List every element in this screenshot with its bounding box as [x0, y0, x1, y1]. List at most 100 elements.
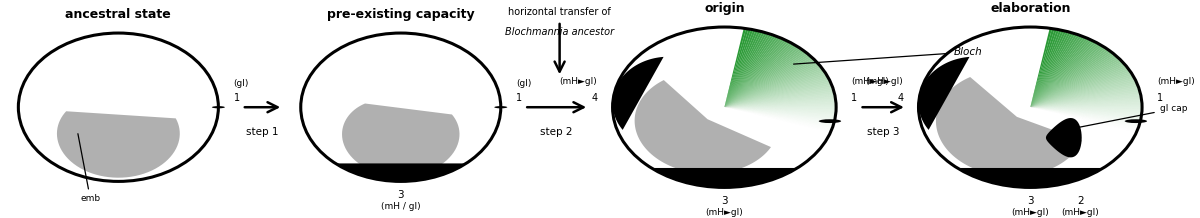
Polygon shape	[1031, 30, 1062, 107]
Text: 3: 3	[1027, 196, 1033, 206]
Polygon shape	[725, 107, 835, 118]
Text: ancestral state: ancestral state	[66, 8, 172, 21]
Polygon shape	[1031, 34, 1080, 107]
Polygon shape	[725, 48, 802, 107]
Text: step 1: step 1	[246, 127, 278, 137]
Text: (mH►gl): (mH►gl)	[865, 77, 904, 86]
Text: gl cap: gl cap	[1078, 104, 1187, 128]
Polygon shape	[725, 34, 772, 107]
Text: 4: 4	[898, 93, 904, 103]
Polygon shape	[725, 83, 832, 107]
Text: 1: 1	[516, 93, 522, 103]
Text: (mH►gl): (mH►gl)	[852, 77, 889, 86]
Text: origin: origin	[704, 2, 745, 15]
Ellipse shape	[18, 33, 218, 181]
Polygon shape	[1031, 99, 1141, 107]
Polygon shape	[1031, 61, 1123, 107]
Polygon shape	[1031, 80, 1136, 107]
Polygon shape	[725, 102, 836, 107]
Polygon shape	[1031, 72, 1132, 107]
Polygon shape	[1031, 107, 1142, 109]
Polygon shape	[1031, 32, 1073, 107]
Polygon shape	[1031, 56, 1117, 107]
Polygon shape	[1031, 33, 1075, 107]
Polygon shape	[337, 164, 464, 181]
Polygon shape	[725, 29, 751, 107]
Polygon shape	[1031, 37, 1086, 107]
Polygon shape	[1031, 47, 1106, 107]
Polygon shape	[1031, 92, 1140, 107]
Polygon shape	[1031, 53, 1115, 107]
Text: pre-existing capacity: pre-existing capacity	[326, 8, 474, 21]
Text: 1: 1	[852, 93, 858, 103]
Polygon shape	[725, 70, 824, 107]
Polygon shape	[1031, 107, 1142, 111]
Polygon shape	[725, 107, 836, 114]
Polygon shape	[725, 34, 774, 107]
Text: 1: 1	[234, 93, 240, 103]
Text: Bloch: Bloch	[793, 47, 983, 64]
Text: 1: 1	[1157, 93, 1164, 103]
Polygon shape	[1031, 107, 1141, 119]
Text: elaboration: elaboration	[990, 2, 1070, 15]
Polygon shape	[725, 51, 805, 107]
Polygon shape	[725, 44, 794, 107]
Polygon shape	[1031, 82, 1136, 107]
Polygon shape	[1031, 90, 1140, 107]
Ellipse shape	[918, 27, 1142, 187]
Polygon shape	[1031, 38, 1088, 107]
Polygon shape	[1031, 57, 1118, 107]
Polygon shape	[1031, 87, 1139, 107]
Polygon shape	[1031, 93, 1141, 107]
Polygon shape	[725, 107, 835, 121]
Polygon shape	[725, 54, 810, 107]
Polygon shape	[725, 66, 821, 107]
Polygon shape	[725, 53, 809, 107]
Polygon shape	[725, 31, 762, 107]
Polygon shape	[725, 87, 833, 107]
Polygon shape	[1031, 45, 1102, 107]
Polygon shape	[725, 107, 836, 109]
Polygon shape	[725, 39, 785, 107]
Circle shape	[494, 106, 508, 108]
Polygon shape	[725, 67, 822, 107]
Polygon shape	[959, 168, 1102, 187]
Text: (gl): (gl)	[516, 79, 532, 88]
Polygon shape	[725, 47, 800, 107]
Polygon shape	[725, 104, 836, 107]
Text: (gl): (gl)	[234, 79, 250, 88]
Polygon shape	[725, 58, 815, 107]
Polygon shape	[725, 29, 754, 107]
Polygon shape	[725, 97, 835, 107]
Polygon shape	[725, 63, 818, 107]
Polygon shape	[1031, 107, 1142, 114]
Circle shape	[1124, 119, 1147, 123]
Text: 3: 3	[397, 191, 404, 200]
Polygon shape	[918, 57, 970, 130]
Polygon shape	[1031, 97, 1141, 107]
Polygon shape	[1031, 78, 1135, 107]
Polygon shape	[1031, 107, 1141, 116]
Text: (mH►gl): (mH►gl)	[559, 77, 598, 86]
Text: emb: emb	[78, 134, 101, 203]
Polygon shape	[725, 107, 836, 111]
Circle shape	[818, 119, 841, 123]
Polygon shape	[725, 82, 830, 107]
Polygon shape	[725, 80, 830, 107]
Polygon shape	[56, 111, 180, 178]
Polygon shape	[725, 73, 827, 107]
Polygon shape	[1031, 70, 1130, 107]
Polygon shape	[725, 90, 834, 107]
Text: (mH / gl): (mH / gl)	[380, 203, 420, 211]
Polygon shape	[725, 75, 828, 107]
Polygon shape	[725, 45, 797, 107]
Polygon shape	[1046, 118, 1081, 157]
Polygon shape	[1031, 73, 1133, 107]
Polygon shape	[1031, 48, 1108, 107]
Polygon shape	[725, 64, 820, 107]
Polygon shape	[725, 92, 834, 107]
Polygon shape	[342, 104, 460, 176]
Polygon shape	[725, 43, 792, 107]
Polygon shape	[1031, 40, 1092, 107]
Polygon shape	[1031, 52, 1112, 107]
